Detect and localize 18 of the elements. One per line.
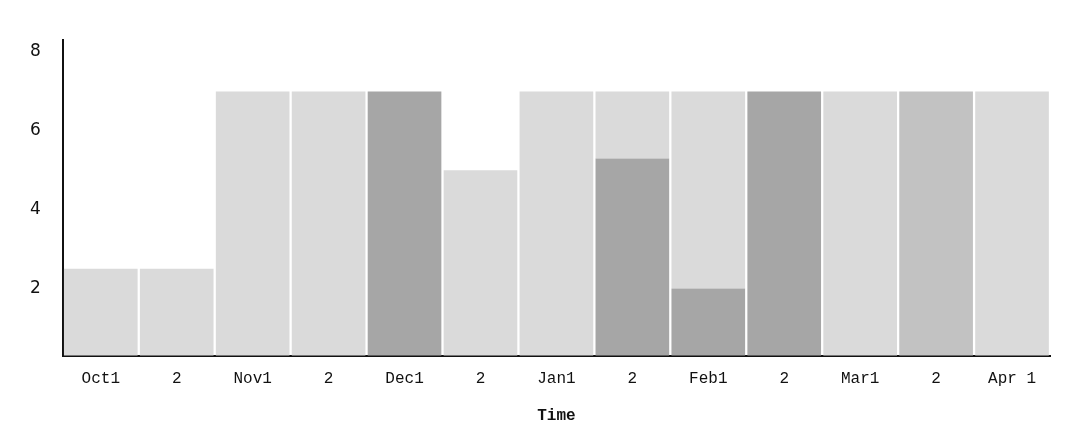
x-tick-label: Apr 1 xyxy=(988,370,1037,389)
y-tick-label: 4 xyxy=(29,198,41,219)
x-tick-label: Dec1 xyxy=(385,370,424,389)
x-tick-label: 2 xyxy=(171,370,182,389)
x-tick-label: Feb1 xyxy=(689,370,728,389)
x-tick-label: 2 xyxy=(475,370,486,389)
y-tick-label: 8 xyxy=(29,40,41,61)
x-tick-label: Jan1 xyxy=(537,370,576,389)
x-tick-label: Oct1 xyxy=(81,370,120,389)
x-tick-label: 2 xyxy=(931,370,941,389)
y-tick-label: 6 xyxy=(29,119,41,140)
x-tick-label: 2 xyxy=(779,370,790,389)
x-tick-label: 2 xyxy=(323,370,334,389)
y-tick-label: 2 xyxy=(29,277,41,297)
x-tick-label: 2 xyxy=(627,370,638,389)
x-tick-label: Mar1 xyxy=(840,370,880,389)
x-tick-label: Nov1 xyxy=(233,370,272,389)
x-axis-title: Time xyxy=(537,407,576,426)
